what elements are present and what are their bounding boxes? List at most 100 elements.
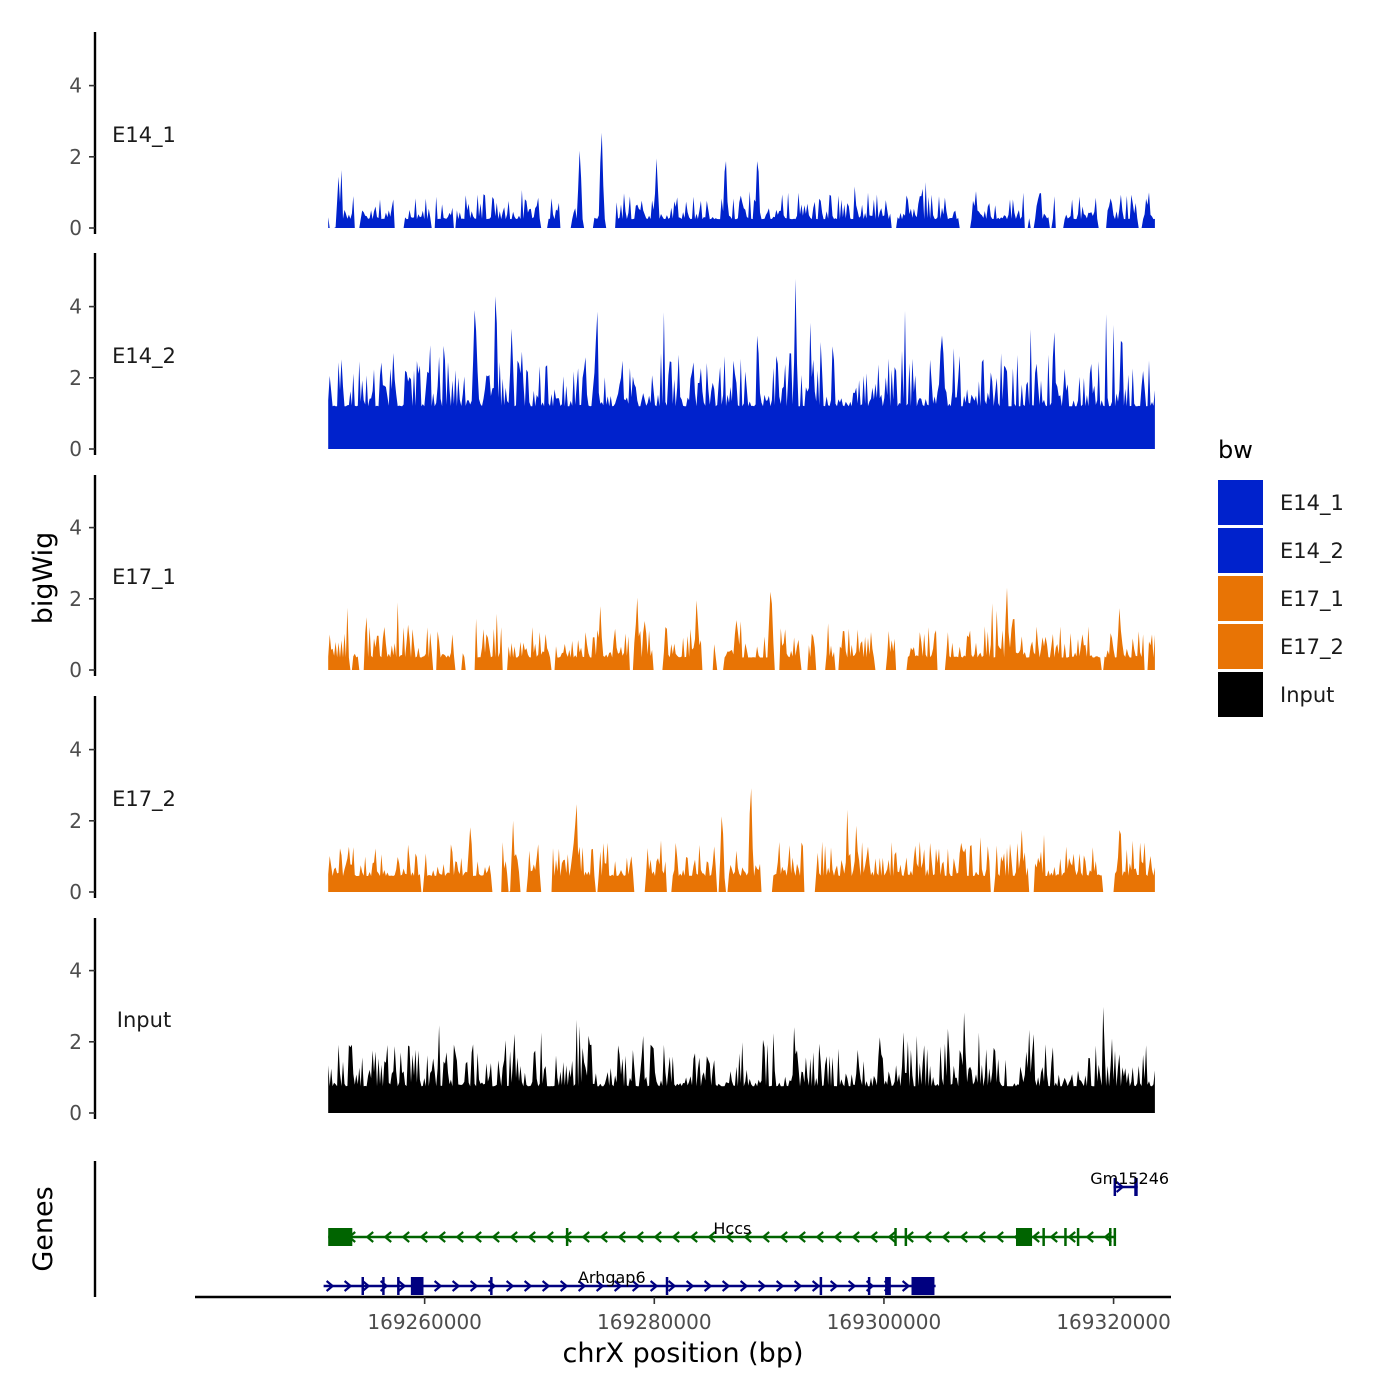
legend-swatch-E14_2 <box>1218 528 1263 573</box>
strand-chevron-Hccs <box>473 1231 482 1243</box>
exon-Hccs-2 <box>894 1228 897 1246</box>
strand-chevron-Gm15246 <box>1115 1181 1125 1193</box>
y-tick-label-Input-4: 4 <box>69 959 82 983</box>
strand-chevron-Hccs <box>725 1231 734 1243</box>
gene-Hccs: Hccs <box>328 1219 1117 1246</box>
strand-chevron-Hccs <box>1085 1231 1094 1243</box>
strand-chevron-Hccs <box>563 1231 572 1243</box>
signal-area-E17_1 <box>328 587 1155 670</box>
genes-layer: Gm15246 Hccs Arhgap6 <box>93 1161 1169 1297</box>
track-E14_2: 0 2 4 E14_2 <box>69 253 1155 461</box>
x-axis: 169260000 169280000 169300000 169320000 chr… <box>195 1295 1171 1369</box>
track-label-E14_1: E14_1 <box>112 123 176 148</box>
exon-Hccs-8 <box>1108 1228 1112 1246</box>
strand-chevron-Hccs <box>1031 1231 1040 1243</box>
exon-Arhgap6-2 <box>397 1277 400 1295</box>
strand-chevron-Hccs <box>761 1231 770 1243</box>
x-tick-label-169300000: 169300000 <box>827 1310 942 1334</box>
strand-chevron-Arhgap6 <box>361 1280 371 1292</box>
y-tick-label-E14_1-4: 4 <box>69 74 82 98</box>
strand-chevron-Arhgap6 <box>505 1280 515 1292</box>
signal-area-E14_1 <box>328 132 1155 228</box>
strand-chevron-Arhgap6 <box>523 1280 533 1292</box>
signal-area-E14_2 <box>328 278 1155 449</box>
strand-chevron-Hccs <box>977 1231 986 1243</box>
exon-Hccs-9 <box>1113 1228 1117 1246</box>
track-label-E17_1: E17_1 <box>112 565 176 590</box>
exon-Arhgap6-7 <box>867 1277 871 1295</box>
x-tick-label-169320000: 169320000 <box>1056 1310 1171 1334</box>
gene-label-Arhgap6: Arhgap6 <box>578 1268 646 1287</box>
legend-swatch-E14_1 <box>1218 480 1263 525</box>
y-tick-label-Input-0: 0 <box>69 1101 82 1125</box>
signal-area-E17_2 <box>328 788 1155 892</box>
legend-label-Input: Input <box>1280 683 1334 707</box>
strand-chevron-Hccs <box>437 1231 446 1243</box>
strand-chevron-Hccs <box>491 1231 500 1243</box>
y-tick-label-E17_1-2: 2 <box>69 587 82 611</box>
strand-chevron-Arhgap6 <box>343 1280 353 1292</box>
strand-chevron-Hccs <box>599 1231 608 1243</box>
y-tick-label-E17_1-4: 4 <box>69 516 82 540</box>
exon-Arhgap6-1 <box>382 1277 385 1295</box>
y-tick-label-Input-2: 2 <box>69 1030 82 1054</box>
exon-Hccs-3 <box>904 1228 908 1246</box>
strand-chevron-Hccs <box>545 1231 554 1243</box>
legend-swatch-E17_2 <box>1218 624 1263 669</box>
strand-chevron-Arhgap6 <box>739 1280 749 1292</box>
strand-chevron-Hccs <box>617 1231 626 1243</box>
legend-label-E14_1: E14_1 <box>1280 491 1344 516</box>
strand-chevron-Hccs <box>581 1231 590 1243</box>
exon-Hccs-4 <box>1015 1228 1033 1246</box>
strand-chevron-Hccs <box>689 1231 698 1243</box>
exon-Hccs-6 <box>1064 1228 1067 1246</box>
legend-label-E17_2: E17_2 <box>1280 635 1344 660</box>
strand-chevron-Hccs <box>959 1231 968 1243</box>
track-E14_1: 0 2 4 E14_1 <box>69 32 1155 240</box>
exon-Hccs-5 <box>1042 1228 1045 1246</box>
strand-chevron-Hccs <box>941 1231 950 1243</box>
tracks-layer: 0 2 4 E14_1 0 2 4 E14_2 0 2 4 E17_1 0 2 4 E17_2 0 2 4 Input <box>69 32 1155 1125</box>
strand-chevron-Hccs <box>851 1231 860 1243</box>
y-tick-label-E14_2-0: 0 <box>69 437 82 461</box>
strand-chevron-Hccs <box>671 1231 680 1243</box>
exon-Hccs-7 <box>1076 1228 1080 1246</box>
strand-chevron-Arhgap6 <box>901 1280 911 1292</box>
strand-chevron-Arhgap6 <box>631 1280 641 1292</box>
strand-chevron-Hccs <box>653 1231 662 1243</box>
gene-label-Hccs: Hccs <box>713 1219 751 1238</box>
track-E17_1: 0 2 4 E17_1 <box>69 475 1155 682</box>
exon-Arhgap6-5 <box>665 1277 669 1295</box>
x-tick-label-169260000: 169260000 <box>367 1310 482 1334</box>
strand-chevron-Arhgap6 <box>667 1280 677 1292</box>
gene-label-Gm15246: Gm15246 <box>1090 1169 1169 1188</box>
exon-Arhgap6-8 <box>885 1277 891 1295</box>
exon-Hccs-0 <box>328 1228 353 1246</box>
track-label-Input: Input <box>117 1008 171 1032</box>
exon-Gm15246-1 <box>1134 1178 1138 1196</box>
y-tick-label-E14_1-0: 0 <box>69 216 82 240</box>
strand-chevron-Arhgap6 <box>775 1280 785 1292</box>
track-E17_2: 0 2 4 E17_2 <box>69 696 1155 904</box>
strand-chevron-Arhgap6 <box>433 1280 443 1292</box>
strand-chevron-Hccs <box>743 1231 752 1243</box>
track-label-E14_2: E14_2 <box>112 344 176 369</box>
strand-chevron-Hccs <box>905 1231 914 1243</box>
x-axis-title: chrX position (bp) <box>562 1338 803 1369</box>
legend-entries: E14_1 E14_2 E17_1 E17_2 Input <box>1218 480 1344 717</box>
exon-Arhgap6-3 <box>410 1277 424 1295</box>
strand-chevron-Hccs <box>995 1231 1004 1243</box>
strand-chevron-Hccs <box>455 1231 464 1243</box>
strand-chevron-Arhgap6 <box>613 1280 623 1292</box>
legend-title: bw <box>1218 436 1253 464</box>
x-tick-label-169280000: 169280000 <box>597 1310 712 1334</box>
exon-Gm15246-0 <box>1113 1178 1117 1196</box>
strand-chevron-Hccs <box>779 1231 788 1243</box>
signal-area-Input <box>328 1006 1155 1113</box>
exon-Arhgap6-6 <box>819 1277 823 1295</box>
strand-chevron-Hccs <box>509 1231 518 1243</box>
exon-Arhgap6-0 <box>361 1277 364 1295</box>
strand-chevron-Hccs <box>833 1231 842 1243</box>
legend-label-E17_1: E17_1 <box>1280 587 1344 612</box>
